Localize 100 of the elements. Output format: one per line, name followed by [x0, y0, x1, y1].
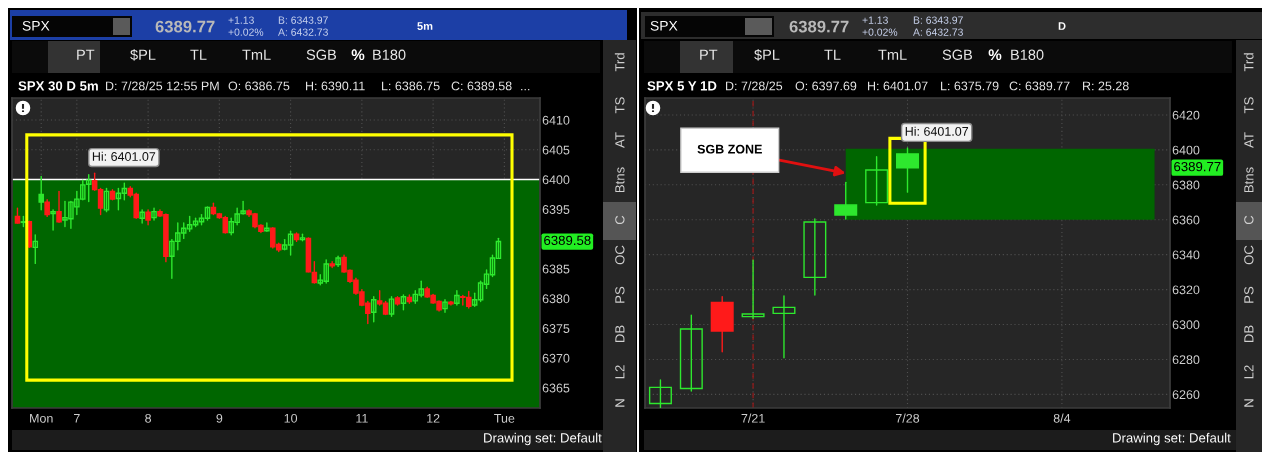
text: B: 6343.97: [278, 16, 328, 24]
text: B: 6343.97: [913, 16, 963, 24]
text: Drawing set: Default: [1113, 432, 1231, 446]
y-tick-label: 6280: [1172, 355, 1200, 365]
text: SPX: [22, 20, 50, 31]
text: 6389.77: [1174, 161, 1221, 172]
x-tick-label: 8: [145, 413, 152, 423]
text: TmL: [242, 49, 271, 60]
text: SGB: [942, 49, 973, 60]
y-tick-label: 6385: [542, 264, 570, 274]
candlestick: [865, 155, 889, 206]
y-tick-label: 6340: [1172, 250, 1200, 260]
candlestick: [335, 255, 341, 268]
text: L2: [1244, 365, 1254, 379]
candlestick: [56, 190, 62, 224]
text: TS: [615, 97, 625, 114]
text: 5m: [417, 22, 433, 30]
annotation: SGB ZONE: [697, 144, 762, 154]
text: SPX: [650, 20, 678, 31]
text: +0.02%: [228, 28, 264, 36]
text: 6389.58: [544, 235, 591, 246]
text: H: 6401.07: [868, 81, 928, 91]
candlestick: [370, 296, 377, 323]
x-tick-label: 7: [74, 414, 80, 423]
candlestick: [895, 147, 920, 193]
text: A: 6432.73: [278, 28, 328, 36]
text: 6389.77: [789, 20, 849, 33]
text: H: 6390.11: [306, 81, 365, 91]
text: %: [988, 49, 1002, 61]
y-tick-label: 6420: [1172, 110, 1200, 120]
text: N: [1244, 399, 1254, 407]
y-tick-label: 6375: [542, 324, 570, 333]
text: O: 6397.69: [795, 81, 857, 91]
text: DB: [615, 325, 625, 343]
text: TL: [190, 49, 207, 60]
text: AT: [615, 132, 625, 148]
text: C: [1244, 215, 1254, 225]
text: SGB: [306, 49, 337, 60]
text: +0.02%: [862, 28, 898, 36]
text: DB: [1244, 325, 1254, 343]
y-tick-label: 6410: [542, 115, 570, 125]
candlestick: [388, 296, 395, 318]
candlestick: [772, 295, 796, 359]
text: %: [351, 49, 365, 61]
text: N: [615, 399, 625, 407]
x-tick-label: 12: [427, 413, 440, 423]
text: B180: [1011, 49, 1044, 60]
text: OC: [1244, 245, 1254, 265]
candlestick: [741, 259, 765, 320]
y-tick-label: 6300: [1172, 320, 1200, 330]
candlestick: [454, 290, 460, 306]
text: $PL: [754, 48, 780, 61]
text: +1.13: [862, 16, 888, 24]
candlestick: [32, 234, 39, 265]
text: Btns: [615, 167, 625, 193]
x-tick-label: 11: [356, 414, 368, 423]
candlestick: [151, 207, 157, 221]
candlestick: [38, 175, 44, 211]
y-tick-label: 6380: [542, 294, 570, 304]
text: PS: [615, 286, 625, 303]
text: D: 7/28/25: [726, 81, 783, 91]
text: C: 6389.77: [1009, 81, 1070, 91]
candlestick: [103, 187, 110, 213]
text: PS: [1244, 286, 1254, 303]
x-tick-label: 9: [216, 413, 223, 423]
text: R: 25.28: [1083, 81, 1129, 91]
text: C: 6389.58: [451, 81, 512, 91]
y-tick-label: 6365: [542, 383, 570, 393]
chart-title: SPX 5 Y 1D: [647, 81, 717, 91]
text: ...: [521, 88, 530, 91]
candlestick: [803, 218, 827, 296]
text: C: [615, 215, 625, 225]
text: O: 6386.75: [228, 81, 290, 91]
candlestick: [139, 209, 145, 224]
text: +1.13: [228, 16, 254, 24]
text: 6389.77: [155, 20, 215, 33]
candlestick: [50, 209, 56, 231]
y-tick-label: 6370: [542, 353, 570, 363]
y-tick-label: 6405: [542, 145, 570, 155]
text: TmL: [878, 49, 907, 60]
text: D: 7/28/25 12:55 PM: [106, 81, 219, 91]
annotation: Hi: 6401.07: [92, 151, 156, 161]
text: TL: [824, 49, 841, 60]
x-tick-label: Tue: [494, 414, 515, 423]
text: Btns: [1244, 167, 1254, 193]
y-tick-label: 6400: [542, 175, 570, 185]
text: PT: [700, 49, 718, 60]
text: L: 6386.75: [382, 81, 440, 91]
text: TS: [1244, 97, 1254, 114]
text: Trd: [614, 53, 625, 72]
y-tick-label: 6395: [542, 205, 570, 214]
text: A: 6432.73: [913, 28, 963, 36]
candlestick: [679, 314, 703, 392]
text: B180: [373, 49, 406, 60]
text: AT: [1244, 132, 1254, 148]
text: $PL: [130, 48, 156, 61]
x-tick-label: Mon: [30, 414, 53, 423]
y-tick-label: 6360: [1172, 215, 1200, 225]
y-tick-label: 6260: [1172, 390, 1200, 400]
text: L: 6375.79: [941, 81, 999, 91]
